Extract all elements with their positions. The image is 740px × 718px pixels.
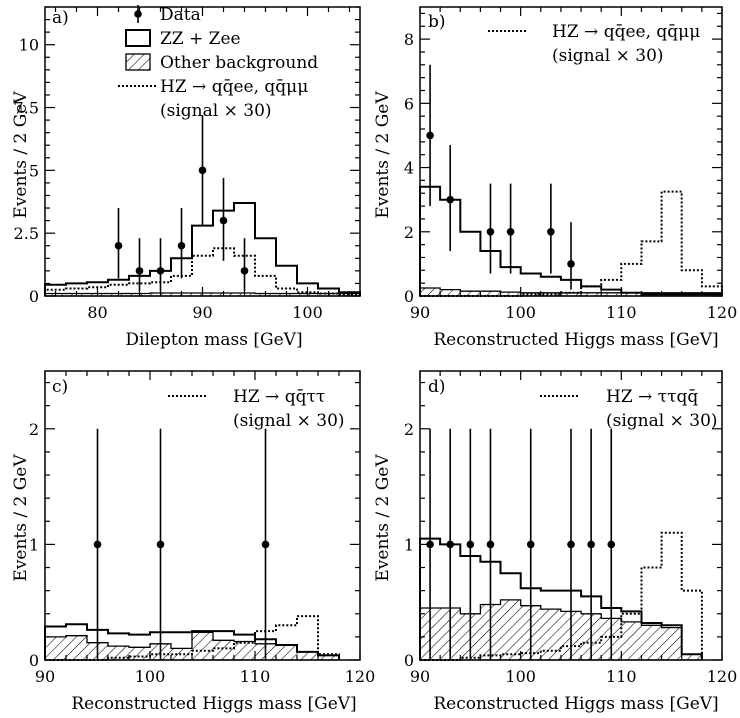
panel-a-legend-label: (signal × 30) bbox=[160, 101, 272, 121]
panel-a-ytick-label: 2.5 bbox=[14, 224, 39, 243]
panel-c-legend-label: HZ → qq̄ττ bbox=[233, 387, 325, 407]
panel-a-letter: a) bbox=[52, 8, 69, 28]
panel-b-xtick-label: 100 bbox=[505, 303, 536, 322]
panel-a: Events / 2 GeV Dilepton mass [GeV] a) 80… bbox=[11, 5, 361, 350]
panel-b-ytick-label: 8 bbox=[404, 30, 414, 49]
panel-a-data-point bbox=[177, 241, 186, 250]
panel-b-frame bbox=[419, 6, 723, 297]
panel-c-xtick-label: 120 bbox=[345, 667, 376, 686]
panel-d-xtick-label: 90 bbox=[410, 667, 430, 686]
panel-a-legend-label: HZ → qq̄ee, qq̄μμ bbox=[160, 77, 308, 97]
panel-d-xtick-label: 100 bbox=[505, 667, 536, 686]
panel-d-ytick-label: 2 bbox=[404, 420, 414, 439]
panel-b-background-hist bbox=[419, 185, 723, 296]
panel-b-ytick-label: 6 bbox=[404, 94, 414, 113]
panel-c-xtick-label: 90 bbox=[35, 667, 55, 686]
panel-c: Events / 2 GeV Reconstructed Higgs mass … bbox=[11, 370, 376, 714]
panel-d-ylabel: Events / 2 GeV bbox=[373, 454, 393, 582]
panel-a-xlabel: Dilepton mass [GeV] bbox=[125, 330, 302, 350]
panel-a-ytick-label: 0 bbox=[29, 287, 39, 306]
panel-c-data-point bbox=[261, 540, 270, 549]
panel-c-xlabel: Reconstructed Higgs mass [GeV] bbox=[71, 694, 356, 714]
panel-a-data-point bbox=[135, 267, 144, 275]
panel-a-legend-label: Data bbox=[160, 5, 201, 25]
panel-a-ylabel: Events / 2 GeV bbox=[11, 91, 31, 219]
panel-d: Events / 2 GeV Reconstructed Higgs mass … bbox=[373, 370, 738, 714]
panel-b-legend-label: (signal × 30) bbox=[552, 46, 664, 66]
panel-d-legend-label: HZ → ττqq̄ bbox=[606, 387, 698, 407]
panel-d-legend-label: (signal × 30) bbox=[606, 411, 718, 431]
panel-a-data-point bbox=[114, 241, 123, 250]
panel-b-ytick-label: 4 bbox=[404, 159, 414, 178]
panel-c-ylabel: Events / 2 GeV bbox=[11, 454, 31, 582]
panel-c-ytick-label: 2 bbox=[29, 420, 39, 439]
panel-c-xtick-label: 110 bbox=[240, 667, 271, 686]
panel-c-background-hist bbox=[44, 623, 340, 660]
panel-d-ytick-label: 0 bbox=[404, 651, 414, 670]
panel-d-xlabel: Reconstructed Higgs mass [GeV] bbox=[433, 694, 718, 714]
panel-d-data-point bbox=[526, 540, 535, 549]
panel-b: Events / 2 GeV Reconstructed Higgs mass … bbox=[373, 6, 738, 350]
panel-a-data-point bbox=[156, 267, 165, 275]
panel-a-data-point bbox=[198, 166, 207, 175]
panel-d-letter: d) bbox=[428, 377, 446, 397]
panel-d-data-point bbox=[587, 540, 595, 549]
panel-b-data-point bbox=[446, 195, 455, 204]
panel-d-xtick-label: 110 bbox=[606, 667, 637, 686]
panel-a-legend-label: Other background bbox=[160, 53, 318, 73]
panel-b-letter: b) bbox=[428, 12, 446, 32]
panel-a-data-point bbox=[240, 267, 249, 275]
panel-b-xtick-label: 90 bbox=[410, 303, 430, 322]
panel-d-ytick-label: 1 bbox=[404, 535, 414, 554]
panel-c-frame bbox=[44, 370, 361, 661]
panel-a-legend-open-symbol bbox=[125, 29, 151, 47]
panel-b-xtick-label: 110 bbox=[606, 303, 637, 322]
panel-b-ytick-label: 0 bbox=[404, 287, 414, 306]
panel-b-data-point bbox=[486, 227, 495, 236]
panel-b-xlabel: Reconstructed Higgs mass [GeV] bbox=[433, 330, 718, 350]
panel-c-data-point bbox=[156, 540, 165, 549]
panel-d-data-point bbox=[426, 540, 434, 549]
panel-d-data-point bbox=[466, 540, 475, 549]
panel-d-data-point bbox=[446, 540, 455, 549]
panel-d-other-background-hist bbox=[419, 599, 703, 661]
panel-a-xtick-label: 90 bbox=[192, 303, 212, 322]
panel-c-letter: c) bbox=[52, 377, 68, 397]
panel-a-xtick-label: 100 bbox=[292, 303, 323, 322]
panel-b-legend-label: HZ → qq̄ee, qq̄μμ bbox=[552, 22, 700, 42]
panel-d-data-point bbox=[607, 540, 616, 549]
panel-d-background-hist bbox=[419, 537, 703, 660]
panel-a-legend-label: ZZ + Zee bbox=[160, 29, 241, 49]
panel-b-xtick-label: 120 bbox=[707, 303, 738, 322]
panel-d-data-point bbox=[567, 540, 575, 549]
panel-a-legend-hatch-symbol bbox=[125, 53, 151, 71]
panel-c-signal-hist bbox=[45, 615, 340, 661]
panel-d-data-point bbox=[486, 540, 495, 549]
panel-b-ylabel: Events / 2 GeV bbox=[373, 91, 393, 219]
panel-d-frame bbox=[419, 370, 723, 661]
panel-a-ytick-label: 5 bbox=[29, 161, 39, 180]
panel-b-ytick-label: 2 bbox=[404, 223, 414, 242]
panel-b-data-point bbox=[506, 227, 515, 236]
panel-a-ytick-label: 10 bbox=[19, 36, 39, 55]
panel-c-xtick-label: 100 bbox=[135, 667, 166, 686]
panel-b-data-point bbox=[547, 227, 555, 236]
panel-b-data-point bbox=[567, 260, 575, 268]
panel-c-ytick-label: 0 bbox=[29, 651, 39, 670]
panel-a-legend-data-marker bbox=[134, 10, 142, 18]
panel-a-ytick-label: 7.5 bbox=[14, 99, 39, 118]
panel-b-data-point bbox=[426, 131, 434, 140]
panel-c-ytick-label: 1 bbox=[29, 535, 39, 554]
panel-a-xtick-label: 80 bbox=[87, 303, 107, 322]
panel-a-signal-hist bbox=[44, 247, 361, 296]
panel-d-xtick-label: 120 bbox=[707, 667, 738, 686]
panel-a-data-point bbox=[219, 216, 228, 225]
panel-c-legend-label: (signal × 30) bbox=[233, 411, 345, 431]
panel-c-data-point bbox=[93, 540, 102, 549]
